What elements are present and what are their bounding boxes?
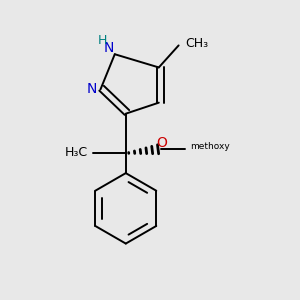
- Text: H₃C: H₃C: [65, 146, 88, 159]
- Text: O: O: [157, 136, 167, 150]
- Text: CH₃: CH₃: [185, 37, 208, 50]
- Text: methoxy: methoxy: [190, 142, 230, 151]
- Text: N: N: [104, 41, 115, 55]
- Text: N: N: [86, 82, 97, 96]
- Text: H: H: [98, 34, 107, 47]
